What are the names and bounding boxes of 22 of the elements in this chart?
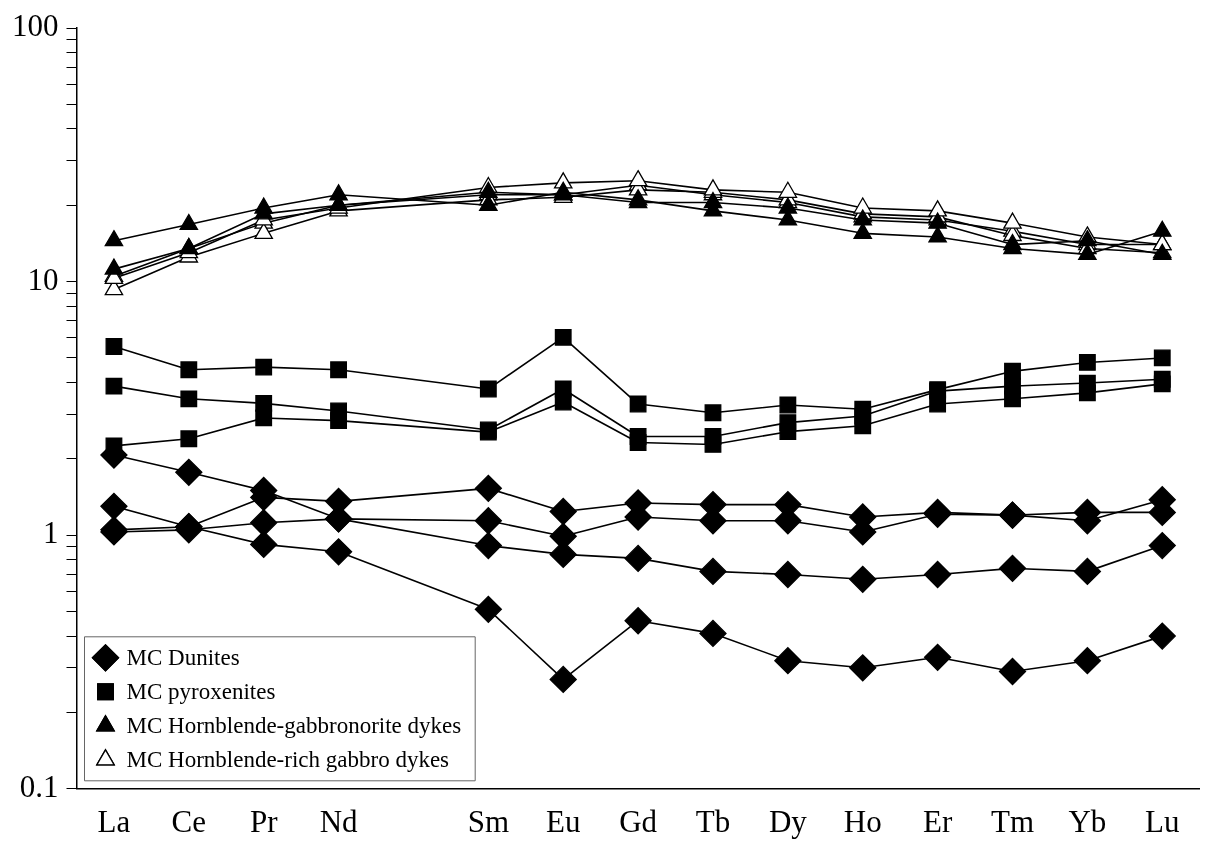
x-tick-label: Tb <box>695 803 731 839</box>
x-tick-label: Pr <box>249 803 279 839</box>
x-tick-label: Lu <box>1145 803 1180 839</box>
x-tick-label: Eu <box>546 803 581 839</box>
x-tick-label: Er <box>922 803 953 839</box>
legend-label: MC Dunites <box>126 644 240 670</box>
x-tick-label: Gd <box>619 803 658 839</box>
legend-label: MC Hornblende-gabbronorite dykes <box>126 712 462 738</box>
x-tick-label: Tm <box>990 803 1035 839</box>
x-tick-label: Ce <box>171 803 207 839</box>
y-tick-label: 10 <box>27 261 59 297</box>
x-tick-label: La <box>97 803 131 839</box>
y-tick-label: 1 <box>43 515 59 551</box>
legend-label: MC Hornblende-rich gabbro dykes <box>126 746 450 772</box>
x-tick-label: Sm <box>467 803 510 839</box>
x-tick-label: Nd <box>319 803 359 839</box>
x-tick-label: Ho <box>843 803 882 839</box>
y-tick-label: 0.1 <box>19 768 59 804</box>
legend-label: MC pyroxenites <box>126 678 276 704</box>
x-tick-label: Dy <box>768 803 808 839</box>
x-tick-label: Yb <box>1068 803 1107 839</box>
y-tick-label: 100 <box>12 8 59 44</box>
